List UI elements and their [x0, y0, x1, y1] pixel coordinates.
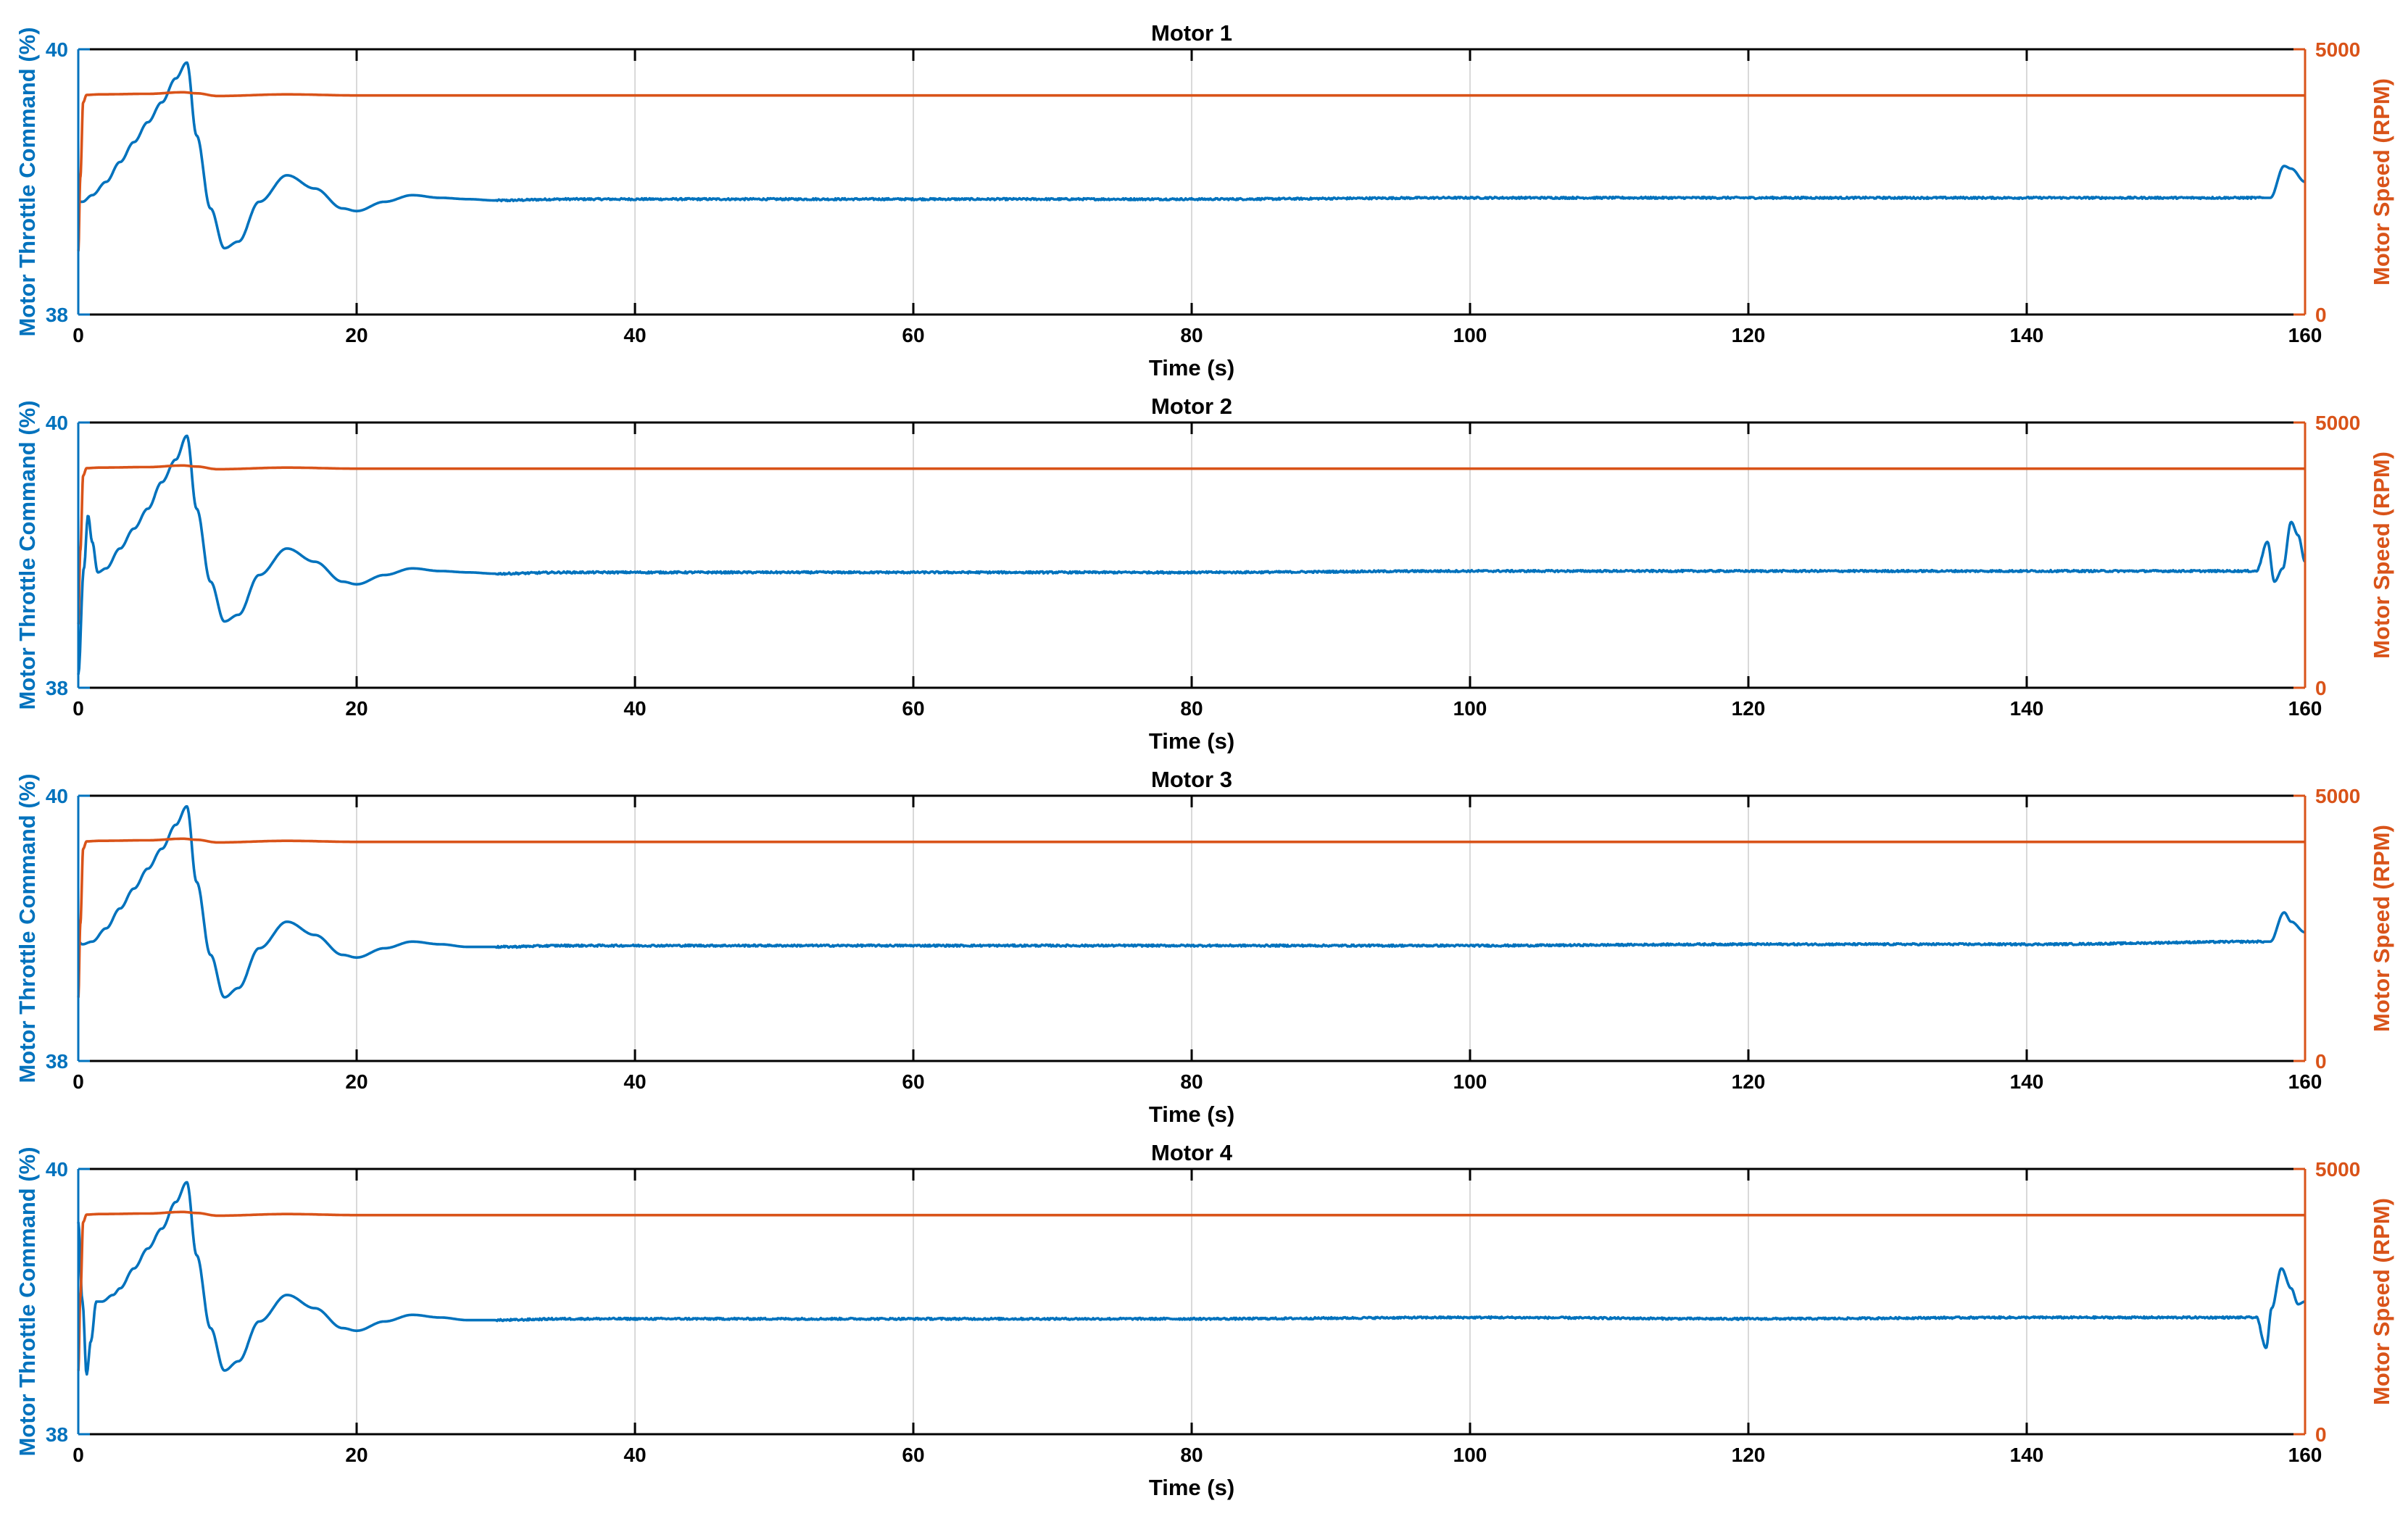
panel-title: Motor 4 — [1151, 1140, 1233, 1165]
x-tick-label: 160 — [2288, 1070, 2322, 1093]
panel-title: Motor 1 — [1151, 20, 1232, 46]
x-tick-label: 60 — [902, 324, 924, 346]
x-tick-label: 80 — [1180, 324, 1203, 346]
y-left-tick-label: 40 — [46, 1158, 68, 1181]
y-right-tick-label: 5000 — [2315, 785, 2360, 807]
x-axis-label: Time (s) — [1149, 1102, 1234, 1127]
y-right-axis-label: Motor Speed (RPM) — [2369, 1198, 2394, 1405]
y-left-axis-label: Motor Throttle Command (%) — [14, 27, 40, 336]
y-left-tick-label: 40 — [46, 785, 68, 807]
x-tick-label: 120 — [1732, 1444, 1766, 1466]
y-left-axis-label: Motor Throttle Command (%) — [14, 773, 40, 1083]
throttle-command-line — [77, 434, 2307, 675]
motor-speed-line — [77, 1210, 2305, 1372]
y-right-tick-label: 0 — [2315, 304, 2327, 326]
x-tick-label: 100 — [1453, 1070, 1487, 1093]
y-right-tick-label: 5000 — [2315, 1158, 2360, 1181]
throttle-command-line — [78, 805, 2306, 999]
x-tick-label: 20 — [345, 697, 368, 720]
x-tick-label: 100 — [1453, 1444, 1487, 1466]
x-tick-label: 160 — [2288, 324, 2322, 346]
chart-panel-motor-2: 0 20 40 60 80 100 120 140 160 38 40 0 5000 Motor 2 Tim… — [14, 394, 2394, 754]
x-tick-label: 0 — [72, 1070, 84, 1093]
y-left-tick-label: 40 — [46, 38, 68, 61]
x-tick-label: 60 — [902, 1070, 924, 1093]
throttle-command-line — [77, 1181, 2306, 1376]
x-tick-label: 160 — [2288, 1444, 2322, 1466]
panel-title: Motor 2 — [1151, 394, 1232, 419]
y-right-axis-label: Motor Speed (RPM) — [2369, 825, 2394, 1032]
x-tick-label: 0 — [72, 697, 84, 720]
y-right-axis-label: Motor Speed (RPM) — [2369, 451, 2394, 659]
x-tick-label: 80 — [1180, 1444, 1203, 1466]
x-tick-label: 60 — [902, 1444, 924, 1466]
x-tick-label: 40 — [623, 1070, 646, 1093]
y-left-tick-label: 38 — [46, 1050, 68, 1073]
y-right-tick-label: 5000 — [2315, 412, 2360, 434]
x-tick-label: 40 — [623, 697, 646, 720]
y-right-tick-label: 0 — [2315, 1423, 2327, 1446]
y-left-tick-label: 38 — [46, 1423, 68, 1446]
motor-speed-line — [77, 837, 2305, 999]
y-left-tick-label: 38 — [46, 677, 68, 699]
x-tick-label: 20 — [345, 1444, 368, 1466]
y-right-axis-label: Motor Speed (RPM) — [2369, 78, 2394, 286]
x-tick-label: 100 — [1453, 324, 1487, 346]
x-tick-label: 0 — [72, 324, 84, 346]
y-right-tick-label: 5000 — [2315, 38, 2360, 61]
chart-panel-motor-3: 0 20 40 60 80 100 120 140 160 38 40 0 5000 Motor 3 Tim… — [14, 767, 2394, 1127]
x-tick-label: 40 — [623, 324, 646, 346]
chart-panel-motor-1: 0 20 40 60 80 100 120 140 160 38 40 0 5000 Motor 1 Tim… — [14, 20, 2394, 380]
panel-title: Motor 3 — [1151, 767, 1232, 792]
throttle-command-line — [78, 61, 2306, 250]
x-tick-label: 100 — [1453, 697, 1487, 720]
x-tick-label: 120 — [1732, 697, 1766, 720]
y-right-tick-label: 0 — [2315, 1050, 2327, 1073]
x-tick-label: 120 — [1732, 1070, 1766, 1093]
x-tick-label: 20 — [345, 1070, 368, 1093]
y-right-tick-label: 0 — [2315, 677, 2327, 699]
x-tick-label: 140 — [2010, 1444, 2044, 1466]
x-tick-label: 140 — [2010, 324, 2044, 346]
y-left-tick-label: 38 — [46, 304, 68, 326]
y-left-axis-label: Motor Throttle Command (%) — [14, 400, 40, 709]
motor-speed-line — [77, 91, 2305, 252]
motor-speed-line — [77, 464, 2305, 625]
x-tick-label: 80 — [1180, 697, 1203, 720]
x-tick-label: 140 — [2010, 1070, 2044, 1093]
x-tick-label: 120 — [1732, 324, 1766, 346]
x-tick-label: 60 — [902, 697, 924, 720]
x-tick-label: 160 — [2288, 697, 2322, 720]
x-tick-label: 0 — [72, 1444, 84, 1466]
x-axis-label: Time (s) — [1149, 1475, 1234, 1500]
x-tick-label: 80 — [1180, 1070, 1203, 1093]
y-left-tick-label: 40 — [46, 412, 68, 434]
x-tick-label: 40 — [623, 1444, 646, 1466]
chart-panel-motor-4: 0 20 40 60 80 100 120 140 160 38 40 0 5000 Motor 4 Tim… — [14, 1140, 2394, 1500]
x-tick-label: 140 — [2010, 697, 2044, 720]
x-axis-label: Time (s) — [1149, 355, 1234, 380]
y-left-axis-label: Motor Throttle Command (%) — [14, 1146, 40, 1456]
x-axis-label: Time (s) — [1149, 728, 1234, 754]
x-tick-label: 20 — [345, 324, 368, 346]
